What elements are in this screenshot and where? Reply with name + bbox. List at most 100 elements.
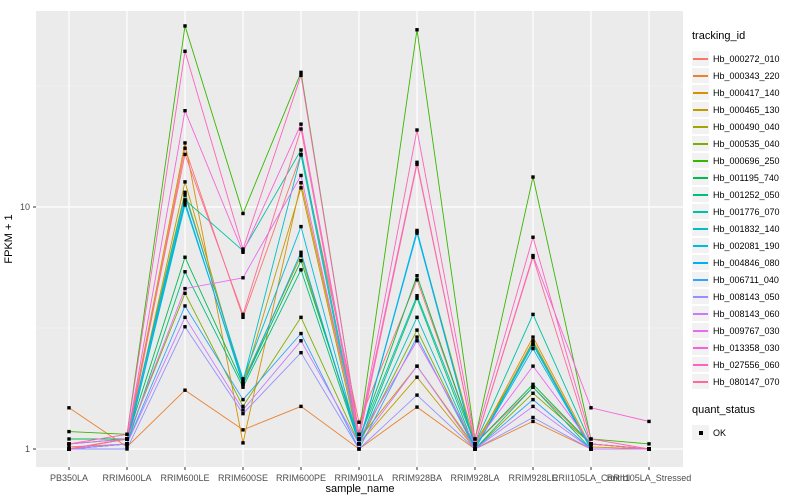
data-point-marker <box>299 331 303 336</box>
data-point-marker <box>299 70 303 75</box>
data-point-marker <box>183 108 187 113</box>
data-point-marker <box>531 175 535 179</box>
data-point-marker <box>531 346 535 351</box>
data-point-marker <box>183 180 187 184</box>
data-point-marker <box>67 437 71 441</box>
data-point-marker <box>415 339 419 343</box>
legend-key-swatch <box>692 306 709 321</box>
x-tick-label: RRIM928BA <box>391 473 443 483</box>
legend-key-swatch <box>692 102 709 117</box>
data-point-marker <box>299 181 303 185</box>
y-axis-title: FPKM + 1 <box>3 214 15 264</box>
legend-item: Hb_000696_250 <box>692 152 798 169</box>
y-tick-label: 10 <box>19 202 30 212</box>
data-point-marker <box>299 339 303 343</box>
data-point-marker <box>357 432 361 437</box>
legend-line-icon <box>693 91 708 94</box>
data-point-marker <box>415 405 419 409</box>
data-point-marker <box>415 296 419 300</box>
legend-items: Hb_000272_010 Hb_000343_220 Hb_000417_140 H… <box>692 50 798 390</box>
y-tick-label: 1 <box>24 444 30 454</box>
data-point-marker <box>125 447 129 451</box>
legend-item: Hb_027556_060 <box>692 356 798 373</box>
data-point-marker <box>125 437 129 441</box>
legend-item: Hb_002081_190 <box>692 237 798 254</box>
legend-key-swatch <box>692 221 709 236</box>
legend-item: Hb_000535_040 <box>692 135 798 152</box>
data-point-marker <box>415 328 419 332</box>
ok-point-marker-icon <box>698 430 703 435</box>
x-tick-label: RRIM600LA <box>102 473 152 483</box>
legend-line-icon <box>693 176 708 179</box>
data-point-marker <box>241 441 245 445</box>
legend-series-label: Hb_001832_140 <box>713 223 780 234</box>
data-point-marker <box>299 153 303 157</box>
data-point-marker <box>183 291 187 295</box>
data-point-marker <box>531 335 535 339</box>
data-point-marker <box>241 382 245 387</box>
legend-line-icon <box>693 346 708 349</box>
legend-item: Hb_000272_010 <box>692 50 798 67</box>
data-point-marker <box>67 447 71 451</box>
data-point-marker <box>299 148 303 152</box>
legend-line-icon <box>693 244 708 247</box>
data-point-marker <box>183 198 187 202</box>
legend-series-label: Hb_006711_040 <box>713 274 779 285</box>
data-point-marker <box>183 190 187 195</box>
x-tick-label: RRIM600LE <box>160 473 210 483</box>
data-point-marker <box>299 173 303 178</box>
data-point-marker <box>299 350 303 355</box>
data-point-marker <box>647 419 651 424</box>
data-point-marker <box>241 377 245 381</box>
data-point-marker <box>647 442 651 446</box>
data-point-marker <box>241 408 245 412</box>
legend-line-icon <box>693 159 708 162</box>
data-point-marker <box>183 200 187 204</box>
legend-item: Hb_013358_030 <box>692 339 798 356</box>
legend-series-label: Hb_008143_050 <box>713 291 780 302</box>
data-point-marker <box>183 146 187 150</box>
data-point-marker <box>241 276 245 280</box>
legend-item: Hb_001195_740 <box>692 169 798 186</box>
legend-series-label: Hb_080147_070 <box>713 376 780 387</box>
legend-key-swatch <box>692 85 709 100</box>
legend-key-swatch <box>692 136 709 151</box>
legend-item: Hb_080147_070 <box>692 373 798 390</box>
data-point-marker <box>531 391 535 395</box>
data-point-marker <box>299 73 303 78</box>
data-point-marker <box>473 445 477 449</box>
data-point-marker <box>531 340 535 345</box>
data-point-marker <box>531 419 535 424</box>
x-tick-label: RRIM928LE <box>508 473 558 483</box>
legend-key-swatch <box>692 272 709 287</box>
legend-key-swatch <box>692 187 709 202</box>
data-point-marker <box>415 274 419 278</box>
x-tick-label: RRII105LA_Stressed <box>606 473 692 483</box>
legend-key-swatch <box>692 153 709 168</box>
data-point-marker <box>531 385 535 389</box>
legend-item: Hb_001832_140 <box>692 220 798 237</box>
data-point-marker <box>241 247 245 251</box>
legend-key-swatch <box>692 51 709 66</box>
data-point-marker <box>241 404 245 409</box>
data-point-marker <box>183 286 187 291</box>
data-point-marker <box>531 235 535 239</box>
data-point-marker <box>125 432 129 437</box>
data-point-marker <box>415 294 419 298</box>
data-point-marker <box>183 193 187 197</box>
legend-key-swatch <box>692 289 709 304</box>
legend-series-label: Hb_001252_050 <box>713 189 780 200</box>
data-point-marker <box>415 393 419 397</box>
legend-line-icon <box>693 312 708 315</box>
data-point-marker <box>241 312 245 317</box>
legend-item: Hb_000417_140 <box>692 84 798 101</box>
data-point-marker <box>241 411 245 416</box>
data-point-marker <box>531 339 535 343</box>
legend-series-label: Hb_001776_070 <box>713 206 780 217</box>
data-point-marker <box>415 128 419 132</box>
legend-series-label: Hb_002081_190 <box>713 240 780 251</box>
legend-series-label: Hb_000696_250 <box>713 155 780 166</box>
legend-item: Hb_004846_080 <box>692 254 798 271</box>
data-point-marker <box>415 278 419 282</box>
legend-key-swatch <box>692 238 709 253</box>
